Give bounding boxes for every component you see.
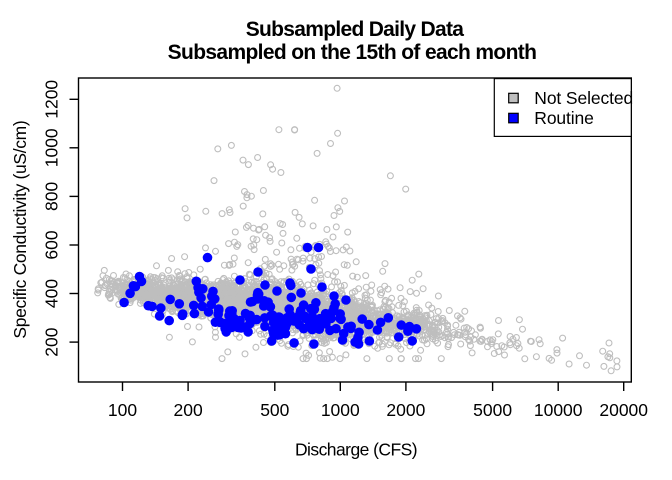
svg-text:200: 200 <box>41 327 61 356</box>
svg-text:800: 800 <box>41 182 61 211</box>
svg-text:20000: 20000 <box>599 400 648 420</box>
svg-text:2000: 2000 <box>386 400 425 420</box>
svg-text:Not Selected: Not Selected <box>534 88 633 108</box>
svg-text:600: 600 <box>41 230 61 259</box>
svg-text:Discharge (CFS): Discharge (CFS) <box>295 439 417 459</box>
svg-text:5000: 5000 <box>473 400 512 420</box>
svg-text:100: 100 <box>108 400 137 420</box>
svg-text:1000: 1000 <box>321 400 360 420</box>
svg-text:1200: 1200 <box>41 80 61 119</box>
svg-text:400: 400 <box>41 279 61 308</box>
svg-text:Specific Conductivity (uS/cm): Specific Conductivity (uS/cm) <box>10 121 30 339</box>
svg-text:1000: 1000 <box>41 128 61 167</box>
svg-text:Subsampled Daily Data: Subsampled Daily Data <box>246 18 465 41</box>
svg-text:Subsampled on the 15th of each: Subsampled on the 15th of each month <box>168 41 537 64</box>
svg-text:500: 500 <box>260 400 289 420</box>
svg-text:10000: 10000 <box>534 400 583 420</box>
svg-text:200: 200 <box>173 400 202 420</box>
svg-text:Routine: Routine <box>534 108 593 128</box>
